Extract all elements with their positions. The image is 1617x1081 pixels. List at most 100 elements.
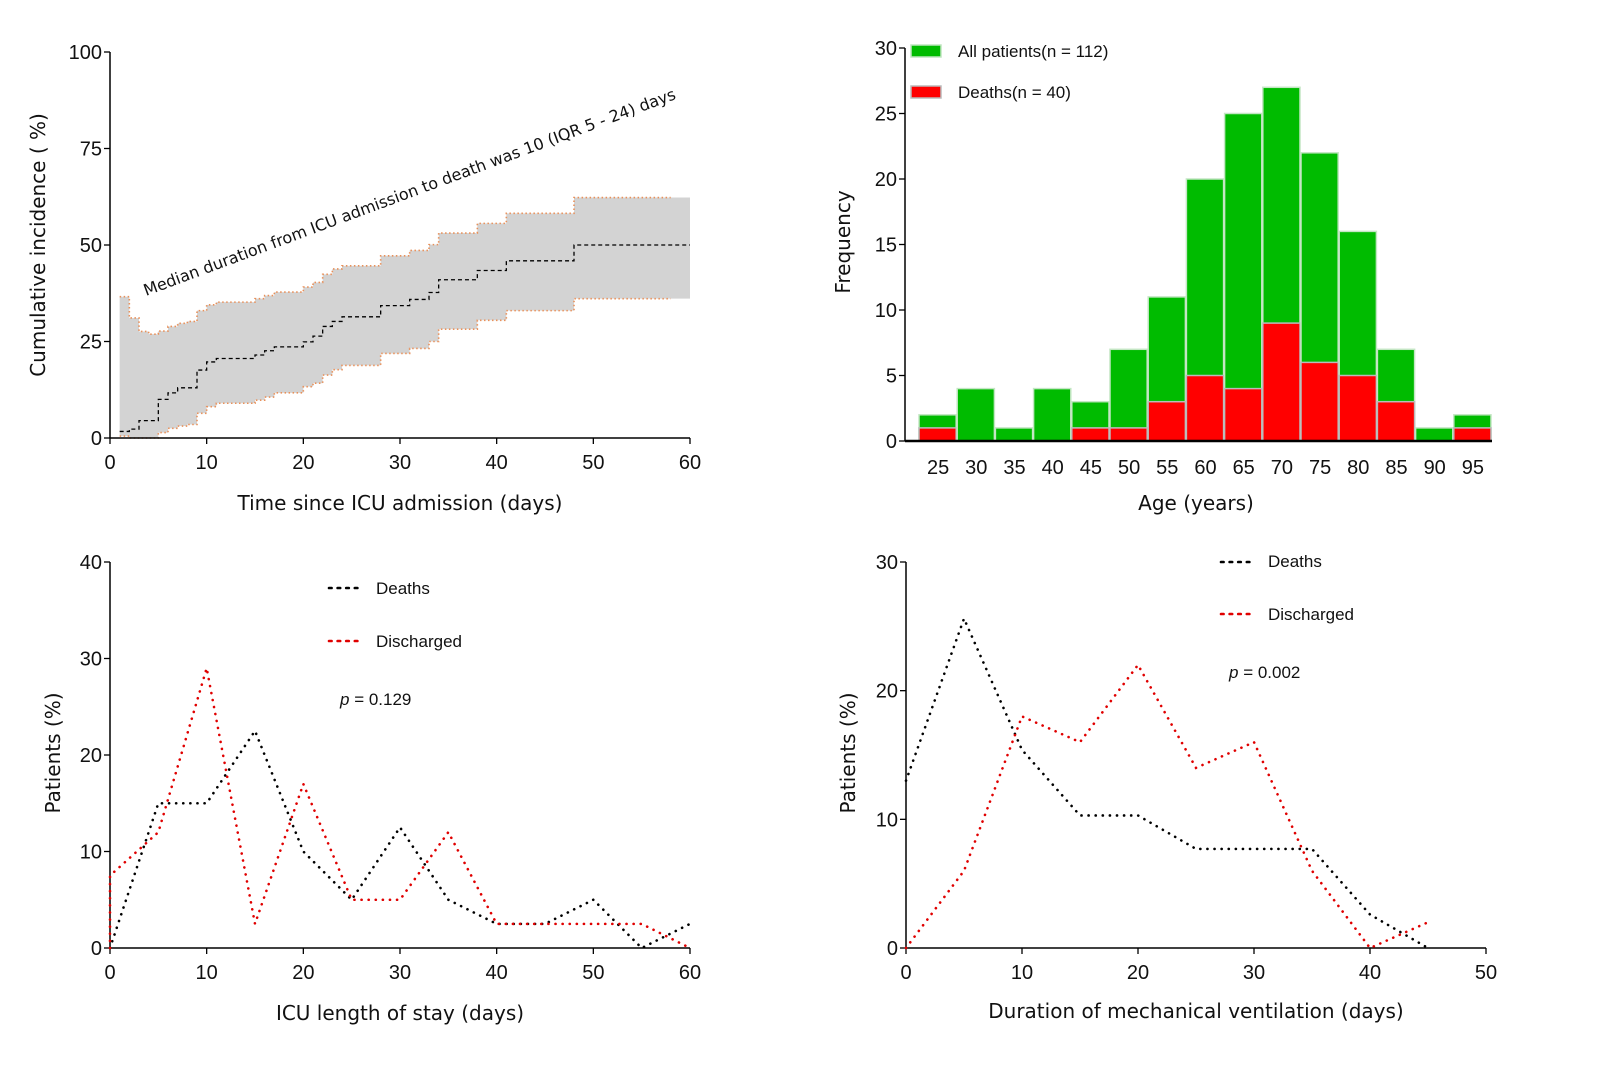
bar-all-patients [956, 387, 996, 442]
x-tick-label: 95 [1462, 457, 1484, 479]
y-axis-title: Patients (%) [41, 692, 65, 813]
legend: Deaths Discharged [1219, 552, 1354, 624]
p-value: p = 0.129 [339, 690, 411, 709]
y-axis-title: Patients (%) [836, 692, 860, 813]
p-value-number: = 0.002 [1238, 663, 1300, 682]
x-tick-label: 45 [1080, 457, 1102, 479]
legend-label-deaths: Deaths [1268, 552, 1322, 571]
x-axis-title: ICU length of stay (days) [276, 1001, 524, 1025]
x-tick-label: 65 [1233, 457, 1255, 479]
p-symbol: p [339, 690, 349, 709]
bar-deaths [1147, 400, 1187, 442]
bar-deaths [1185, 374, 1225, 442]
legend-label-discharged: Discharged [1268, 605, 1354, 624]
y-tick-label: 50 [80, 235, 102, 257]
y-axis-title: Cumulative incidence ( %) [26, 113, 50, 377]
x-axis-title: Age (years) [1138, 491, 1254, 515]
legend-swatch-deaths [910, 85, 942, 99]
x-tick-label: 30 [389, 452, 411, 474]
ventilation-panel: 0 10 20 30 0 10 20 30 40 50 Deaths Discharged p =… [836, 552, 1497, 1023]
x-tick-label: 0 [104, 962, 115, 984]
x-axis-title: Duration of mechanical ventilation (days… [988, 999, 1403, 1023]
x-tick-label: 40 [486, 962, 508, 984]
x-tick-label: 50 [1475, 962, 1497, 984]
y-tick-label: 75 [80, 139, 102, 161]
x-tick-label: 30 [389, 962, 411, 984]
p-symbol: p [1228, 663, 1238, 682]
x-tick-label: 30 [965, 457, 987, 479]
cumulative-incidence-line [119, 244, 690, 433]
bar-deaths [1262, 322, 1301, 442]
legend-label-discharged: Discharged [376, 632, 462, 651]
y-tick-label: 20 [80, 745, 102, 767]
y-tick-label: 10 [80, 842, 102, 864]
x-tick-label: 60 [1194, 457, 1216, 479]
series-line-discharged [108, 667, 692, 950]
plot-area: 0 10 20 30 0 10 20 30 40 50 [876, 552, 1497, 984]
x-tick-label: 0 [900, 962, 911, 984]
x-tick-label: 35 [1003, 457, 1025, 479]
legend-swatch-all-patients [910, 44, 942, 58]
x-tick-label: 55 [1156, 457, 1178, 479]
y-tick-label: 30 [80, 649, 102, 671]
x-tick-label: 0 [104, 452, 115, 474]
x-tick-label: 50 [582, 962, 604, 984]
bar-deaths [1376, 400, 1416, 442]
x-tick-label: 70 [1271, 457, 1293, 479]
bar-deaths [1071, 427, 1110, 442]
bar-deaths [1338, 374, 1378, 442]
y-tick-label: 0 [91, 428, 102, 450]
x-tick-label: 10 [196, 452, 218, 474]
bar-deaths [1453, 427, 1492, 442]
x-tick-label: 60 [679, 962, 701, 984]
x-tick-label: 30 [1243, 962, 1265, 984]
plot-area: 0 25 50 75 100 0 10 20 30 40 50 60 [69, 42, 702, 474]
y-tick-label: 25 [80, 332, 102, 354]
x-tick-label: 10 [1011, 962, 1033, 984]
x-tick-label: 20 [292, 452, 314, 474]
y-tick-label: 10 [876, 809, 898, 831]
y-tick-label: 30 [875, 38, 897, 60]
x-tick-label: 40 [486, 452, 508, 474]
bar-all-patients [1032, 387, 1072, 442]
bar-deaths [918, 427, 957, 442]
bar-all-patients [994, 427, 1034, 442]
series-line-deaths [108, 728, 692, 950]
bar-deaths [1109, 427, 1148, 442]
x-axis-title: Time since ICU admission (days) [237, 491, 563, 515]
x-tick-label: 20 [1127, 962, 1149, 984]
legend: Deaths Discharged [327, 579, 462, 651]
plot-area: 0 10 20 30 40 0 10 20 30 40 50 60 [80, 552, 701, 984]
x-tick-label: 50 [582, 452, 604, 474]
bar-all-patients [1414, 427, 1454, 442]
p-value-number: = 0.129 [349, 690, 411, 709]
y-tick-label: 5 [886, 366, 897, 388]
legend-label-deaths: Deaths [376, 579, 430, 598]
x-tick-label: 90 [1424, 457, 1446, 479]
y-tick-label: 25 [875, 104, 897, 126]
confidence-band [119, 197, 690, 438]
series-line-deaths [904, 615, 1430, 950]
x-tick-label: 85 [1385, 457, 1407, 479]
bar-all-patients [1223, 112, 1263, 442]
y-tick-label: 0 [91, 938, 102, 960]
y-tick-label: 40 [80, 552, 102, 574]
x-tick-label: 50 [1118, 457, 1140, 479]
x-tick-label: 75 [1309, 457, 1331, 479]
x-tick-label: 80 [1347, 457, 1369, 479]
p-value: p = 0.002 [1228, 663, 1300, 682]
y-tick-label: 30 [876, 552, 898, 574]
plot-area: 25 30 35 40 45 50 55 60 65 70 75 80 85 90 95 0 5 10 15 20 25… [875, 38, 1492, 479]
x-tick-label: 20 [292, 962, 314, 984]
series-line-discharged [904, 662, 1430, 950]
x-tick-label: 10 [196, 962, 218, 984]
y-tick-label: 10 [875, 300, 897, 322]
bar-all-patients [1109, 348, 1148, 442]
bar-deaths [1223, 387, 1263, 442]
y-tick-label: 20 [876, 681, 898, 703]
x-tick-label: 25 [927, 457, 949, 479]
bar-deaths [1300, 361, 1339, 442]
x-tick-label: 60 [679, 452, 701, 474]
